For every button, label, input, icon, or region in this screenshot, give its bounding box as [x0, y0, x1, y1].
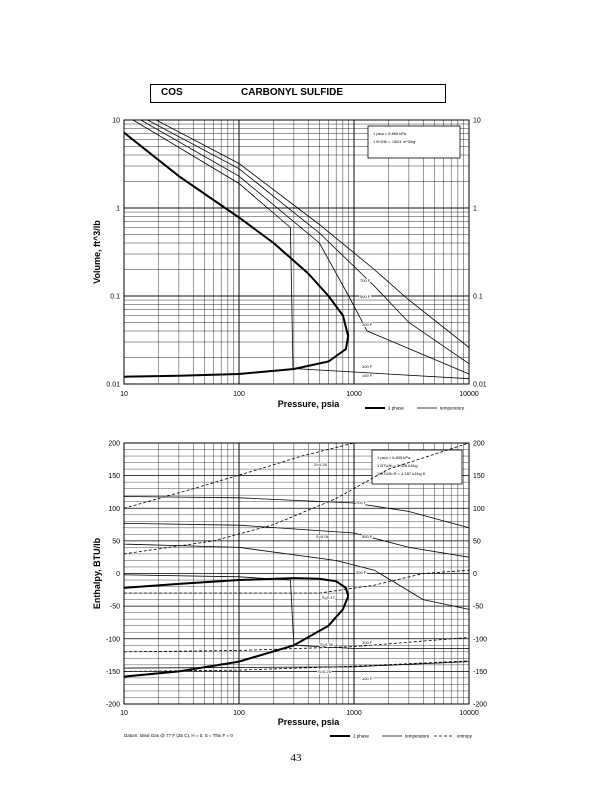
y-tick-label-right: 0.01 [473, 382, 487, 389]
y-tick-label-left: 50 [112, 538, 120, 545]
curve-annotation: S=0.26 [314, 462, 328, 467]
two-phase-liquid-curve [123, 335, 350, 378]
page-number: 43 [290, 752, 302, 764]
legend-label: 2 phase [353, 734, 370, 739]
y-tick-label-right: 1 [473, 206, 477, 213]
y-tick-label-right: 10 [473, 118, 481, 125]
two-phase-vapor-curve [123, 577, 350, 597]
plot-frame [123, 119, 470, 385]
y-tick-label-left: -50 [110, 604, 120, 611]
entropy-line [124, 569, 470, 594]
units-info-box [371, 449, 463, 485]
y-tick-label-left: -100 [106, 636, 120, 643]
entropy-line [123, 637, 470, 653]
temperature-line [155, 119, 470, 348]
curve-annotation: 500 F [362, 534, 373, 539]
plot-frame [123, 442, 470, 705]
curve-annotation: 700 F [356, 500, 367, 505]
y-tick-label-right: 200 [473, 441, 485, 448]
chart-footnote: Datum: Ideal Gas @ 77 F (25 C), H = 0, S… [124, 733, 233, 738]
chart-panel-1: 10 100 1000 10000 10 10 1 1 0.1 0.1 0.01 0.01 Pressu… [92, 118, 487, 411]
x-tick-label: 1000 [346, 710, 362, 717]
curve-annotation: 700 F [360, 278, 371, 283]
y-tick-label-left: -200 [106, 702, 120, 709]
temperature-line [123, 574, 469, 649]
legend: 2 phase temperature entropy [330, 734, 473, 739]
x-tick-label: 10000 [459, 710, 479, 717]
y-tick-label-left: 100 [108, 506, 120, 513]
x-tick-label: 100 [233, 710, 245, 717]
entropy-line [123, 442, 355, 509]
curve-annotation: 300 F [362, 322, 373, 327]
units-info-line: 1 ft^3/lb = .0624 m^3/kg [373, 139, 415, 144]
y-tick-label-right: -100 [473, 636, 487, 643]
curve-annotation: S=0.17 [322, 595, 336, 600]
temperature-line [140, 119, 470, 375]
legend-label: temperature [440, 406, 465, 411]
y-tick-label-right: -200 [473, 702, 487, 709]
temperature-line [123, 522, 470, 558]
y-axis-label: Volume, ft^3/lb [92, 220, 102, 284]
x-tick-label: 10000 [459, 391, 479, 398]
x-tick-label: 10 [120, 391, 128, 398]
chart-panel-2: 10 100 1000 10000 200 200 150 150 100 100 50 50 0 0 -5… [92, 441, 487, 739]
x-axis-label: Pressure, psia [278, 717, 341, 727]
units-info-box [367, 125, 461, 159]
y-tick-label-left: 1 [116, 206, 120, 213]
y-tick-label-right: 0.1 [473, 294, 483, 301]
x-axis-label: Pressure, psia [278, 399, 341, 409]
y-tick-label-left: 150 [108, 473, 120, 480]
two-phase-liquid-curve [123, 595, 350, 678]
chart-title-box: COS CARBONYL SULFIDE [150, 84, 446, 103]
y-tick-label-right: -150 [473, 669, 487, 676]
temperature-line [147, 119, 470, 365]
units-info-line: 1 psia = 6.895 kPa [373, 131, 407, 136]
x-tick-label: 10 [120, 710, 128, 717]
compound-name: CARBONYL SULFIDE [241, 87, 344, 98]
curve-annotation: 100 F [362, 640, 373, 645]
y-axis-label: Enthalpy, BTU/lb [92, 537, 102, 609]
y-tick-label-left: 0.01 [106, 382, 120, 389]
curve-annotation: 100 F [362, 676, 373, 681]
curve-annotation: S=0.36 [320, 642, 334, 647]
y-tick-label-right: -50 [473, 604, 483, 611]
units-info-line: 1 psia = 6.895 kPa [377, 455, 411, 460]
y-tick-label-right: 0 [473, 571, 477, 578]
units-info-line: 1 BTU/lb = 2.326 kJ/kg [377, 463, 418, 468]
y-tick-label-left: 0 [116, 571, 120, 578]
units-info-line: 1 BTU/lb R = 4.187 kJ/kg K [377, 471, 426, 476]
y-tick-label-left: 200 [108, 441, 120, 448]
x-tick-label: 1000 [346, 391, 362, 398]
curve-annotation: 300 F [356, 570, 367, 575]
x-tick-label: 100 [233, 391, 245, 398]
curve-annotation: S=0.06 [316, 534, 330, 539]
y-tick-label-left: -150 [106, 669, 120, 676]
y-tick-label-right: 150 [473, 473, 485, 480]
legend-label: temperature [405, 734, 430, 739]
curve-annotation: 100 F [362, 364, 373, 369]
legend: 2 phase temperature [365, 406, 465, 411]
entropy-line [123, 442, 470, 555]
temperature-line [132, 119, 470, 380]
y-tick-label-left: 0.1 [110, 294, 120, 301]
two-phase-vapor-curve [123, 131, 350, 337]
curve-annotation: S=0.25 [318, 669, 332, 674]
temperature-line [123, 496, 470, 529]
compound-code: COS [161, 87, 183, 98]
y-tick-label-right: 50 [473, 538, 481, 545]
curve-annotation: 500 F [360, 294, 371, 299]
entropy-line [123, 660, 470, 672]
temperature-line [123, 543, 470, 610]
legend-label: entropy [457, 734, 473, 739]
y-tick-label-right: 100 [473, 506, 485, 513]
curve-annotation: 100 F [362, 373, 373, 378]
y-tick-label-left: 10 [112, 118, 120, 125]
legend-label: 2 phase [388, 406, 405, 411]
